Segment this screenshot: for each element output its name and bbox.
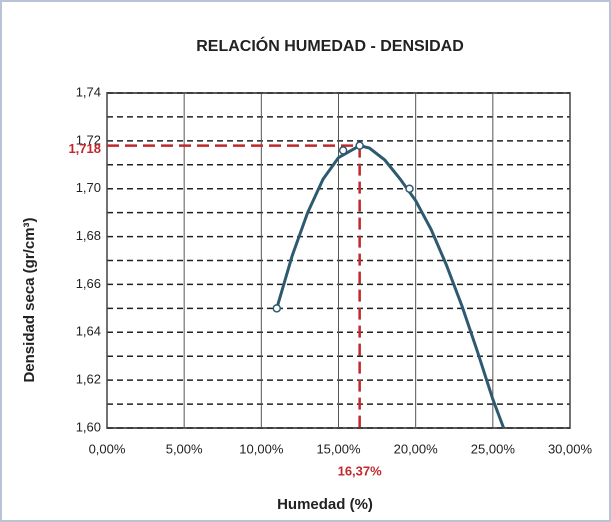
x-tick-label: 5,00% (166, 441, 203, 456)
x-tick-label: 25,00% (471, 441, 516, 456)
curve (275, 144, 506, 429)
x-tick-label: 10,00% (239, 441, 284, 456)
optimum-moisture-label: 16,37% (338, 463, 383, 478)
y-tick-label: 1,64 (76, 324, 101, 339)
data-point (355, 141, 364, 150)
max-density-label: 1,718 (68, 141, 101, 156)
y-tick-label: 1,72 (76, 132, 101, 147)
y-tick-label: 1,70 (76, 180, 101, 195)
y-tick-label: 1,62 (76, 372, 101, 387)
y-tick-label: 1,60 (76, 419, 101, 434)
x-tick-label: 20,00% (394, 441, 439, 456)
data-point (338, 146, 348, 155)
x-tick-label: 15,00% (316, 441, 361, 456)
y-tick-label: 1,68 (76, 228, 101, 243)
x-tick-label: 0,00% (89, 441, 126, 456)
y-tick-label: 1,74 (76, 84, 101, 99)
data-point (405, 184, 414, 193)
chart-title: RELACIÓN HUMEDAD - DENSIDAD (196, 36, 464, 55)
x-tick-label: 30,00% (548, 441, 593, 456)
data-point (272, 304, 282, 313)
y-axis-label: Densidad seca (gr/cm³) (21, 217, 38, 382)
y-tick-label: 1,66 (76, 276, 101, 291)
x-axis-label: Humedad (%) (277, 496, 373, 513)
